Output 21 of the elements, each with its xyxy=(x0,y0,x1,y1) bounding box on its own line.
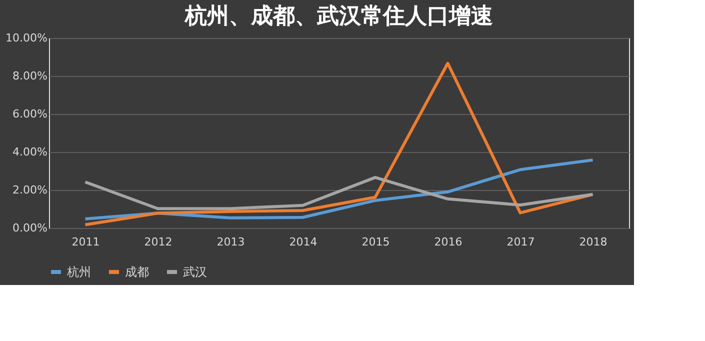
y-tick-label: 4.00% xyxy=(12,146,48,158)
legend-label: 杭州 xyxy=(66,265,91,279)
line-series xyxy=(84,62,594,226)
x-tick-label: 2014 xyxy=(289,236,318,248)
y-tick-label: 2.00% xyxy=(12,184,48,196)
x-tick-label: 2017 xyxy=(506,236,535,248)
x-tick-label: 2015 xyxy=(362,236,390,248)
x-tick-label: 2012 xyxy=(144,236,172,248)
x-tick-label: 2016 xyxy=(434,236,462,248)
y-tick-label: 10.00% xyxy=(6,32,48,44)
chart-title: 杭州、成都、武汉常住人口增速 xyxy=(184,3,493,29)
y-tick-label: 0.00% xyxy=(12,222,48,234)
line-series xyxy=(84,158,594,220)
x-tick-label: 2018 xyxy=(579,236,608,248)
line-series xyxy=(84,176,594,210)
y-tick-label: 6.00% xyxy=(12,108,48,120)
x-tick-label: 2013 xyxy=(216,236,245,248)
legend-label: 武汉 xyxy=(183,265,207,279)
y-tick-label: 8.00% xyxy=(12,70,48,82)
legend-label: 成都 xyxy=(125,265,149,279)
x-tick-label: 2011 xyxy=(72,236,100,248)
